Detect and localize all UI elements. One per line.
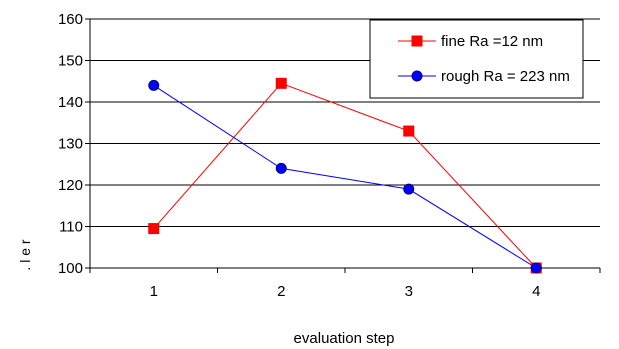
- x-tick-label: 1: [150, 283, 158, 300]
- legend-label-0: fine Ra =12 nm: [441, 33, 543, 50]
- y-axis-label: . l e r: [17, 239, 33, 270]
- series-line-0: [153, 82, 537, 269]
- grid-lines: [90, 18, 600, 269]
- y-tick-label: 130: [58, 136, 83, 153]
- data-point-0-1: [275, 77, 287, 89]
- x-tick-label: 2: [277, 283, 285, 300]
- y-tick-label: 160: [58, 11, 83, 28]
- data-point-1-1: [275, 162, 287, 174]
- x-axis-label: evaluation step: [294, 330, 395, 347]
- y-axis-ticks: 100 110 120 130 140 150 160: [58, 11, 90, 277]
- y-tick-label: 110: [59, 219, 83, 236]
- x-axis-ticks: 1 2 3 4: [89, 268, 601, 300]
- legend-marker-0: [411, 35, 423, 47]
- y-tick-label: 140: [58, 94, 83, 111]
- data-point-1-0: [148, 79, 160, 91]
- y-tick-label: 150: [58, 53, 83, 70]
- data-point-1-2: [403, 183, 415, 195]
- series-group: [148, 77, 542, 274]
- x-tick-label: 4: [532, 283, 540, 300]
- data-point-0-2: [403, 125, 415, 137]
- x-tick-label: 3: [405, 283, 413, 300]
- data-point-0-0: [148, 223, 160, 235]
- series-line-1: [153, 84, 537, 269]
- y-tick-label: 100: [58, 260, 83, 277]
- legend-box: [369, 19, 584, 99]
- y-tick-label: 120: [58, 177, 83, 194]
- data-point-1-3: [530, 262, 542, 274]
- legend-marker-1: [411, 70, 423, 82]
- legend: fine Ra =12 nm rough Ra = 223 nm: [369, 19, 584, 99]
- legend-label-1: rough Ra = 223 nm: [441, 68, 570, 85]
